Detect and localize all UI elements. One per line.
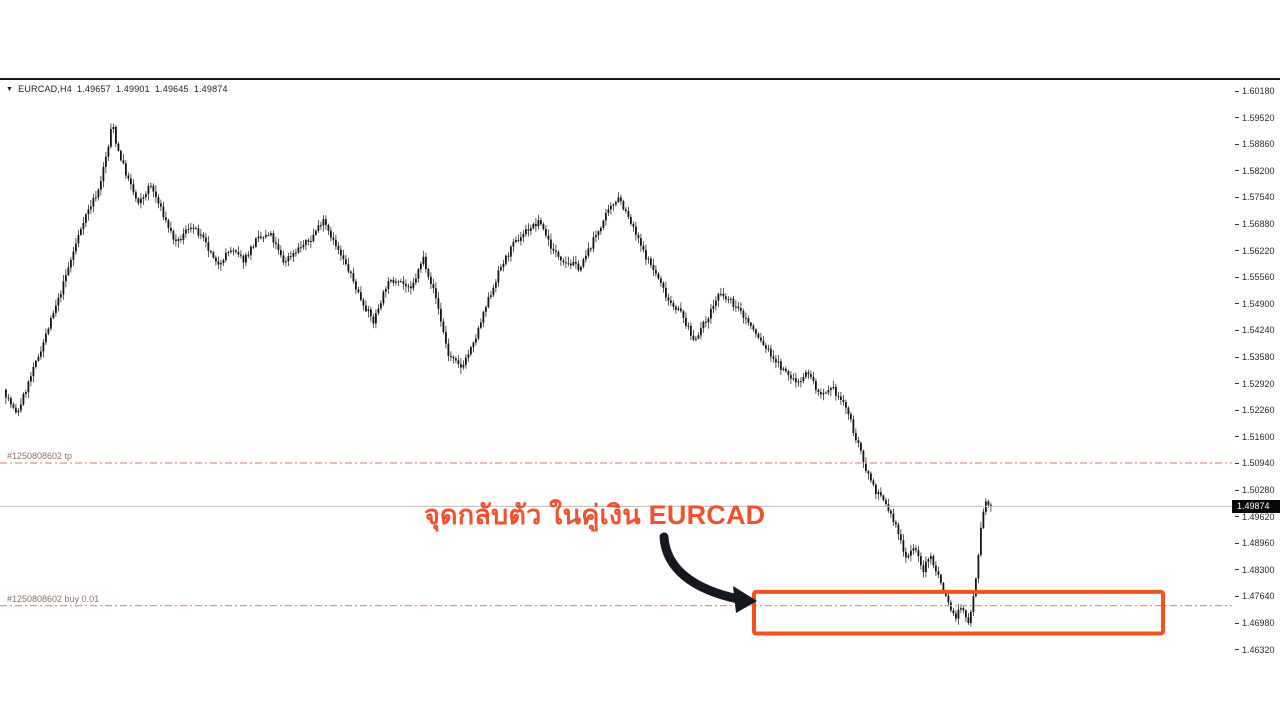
price-axis-label: 1.58860: [1235, 139, 1275, 149]
ohlc-open: 1.49657: [76, 84, 111, 94]
price-axis-label: 1.50280: [1235, 485, 1275, 495]
chart-shift-icon: ▼: [6, 85, 14, 93]
axis-tick: [1235, 462, 1239, 464]
price-axis-label: 1.57540: [1235, 192, 1275, 202]
reversal-annotation-text: จุดกลับตัว ในคู่เงิน EURCAD: [424, 500, 766, 530]
price-axis-label: 1.49620: [1235, 512, 1275, 522]
candlesticks: [5, 123, 992, 627]
axis-tick: [1235, 595, 1239, 597]
current-price-badge: 1.49874: [1232, 499, 1280, 513]
ohlc-low: 1.49645: [154, 84, 189, 94]
price-axis-label: 1.50940: [1235, 458, 1275, 468]
axis-tick: [1235, 649, 1239, 651]
axis-tick: [1235, 516, 1239, 518]
axis-tick: [1235, 223, 1239, 225]
axis-tick: [1235, 143, 1239, 145]
price-axis-label: 1.58200: [1235, 166, 1275, 176]
price-axis-label: 1.47640: [1235, 591, 1275, 601]
price-axis-label: 1.60180: [1235, 86, 1275, 96]
price-axis-label: 1.52260: [1235, 405, 1275, 415]
price-axis-label: 1.53580: [1235, 352, 1275, 362]
chart-top-border: [0, 78, 1280, 80]
ohlc-close: 1.49874: [193, 84, 228, 94]
axis-tick: [1235, 196, 1239, 198]
price-axis-label: 1.54900: [1235, 299, 1275, 309]
price-axis-label: 1.46320: [1235, 645, 1275, 655]
axis-tick: [1235, 303, 1239, 305]
axis-tick: [1235, 170, 1239, 172]
annotation-arrow: [659, 532, 743, 604]
axis-tick: [1235, 383, 1239, 385]
axis-tick: [1235, 542, 1239, 544]
annotation-arrow-head: [733, 586, 757, 613]
axis-tick: [1235, 489, 1239, 491]
symbol-label: EURCAD,H4: [18, 84, 72, 94]
price-axis-label: 1.56880: [1235, 219, 1275, 229]
price-axis-label: 1.59520: [1235, 113, 1275, 123]
price-axis-label: 1.55560: [1235, 272, 1275, 282]
axis-tick: [1235, 409, 1239, 411]
axis-tick: [1235, 436, 1239, 438]
buy-order-label[interactable]: #1250808602 buy 0.01: [7, 593, 100, 604]
price-axis-label: 1.56220: [1235, 246, 1275, 256]
reversal-zone-box[interactable]: [752, 589, 1165, 636]
symbol-ohlc-line: ▼ EURCAD,H4 1.49657 1.49901 1.49645 1.49…: [6, 84, 228, 94]
price-axis-label: 1.48960: [1235, 538, 1275, 548]
axis-tick: [1235, 117, 1239, 119]
price-axis-label: 1.54240: [1235, 325, 1275, 335]
axis-tick: [1235, 250, 1239, 252]
price-axis-label: 1.48300: [1235, 565, 1275, 575]
ohlc-high: 1.49901: [115, 84, 150, 94]
axis-tick: [1235, 569, 1239, 571]
price-axis-label: 1.46980: [1235, 618, 1275, 628]
axis-tick: [1235, 622, 1239, 624]
axis-tick: [1235, 356, 1239, 358]
axis-tick: [1235, 90, 1239, 92]
price-axis-label: 1.52920: [1235, 379, 1275, 389]
axis-tick: [1235, 276, 1239, 278]
axis-tick: [1235, 329, 1239, 331]
price-axis-label: 1.51600: [1235, 432, 1275, 442]
tp-order-label[interactable]: #1250808602 tp: [7, 450, 73, 461]
